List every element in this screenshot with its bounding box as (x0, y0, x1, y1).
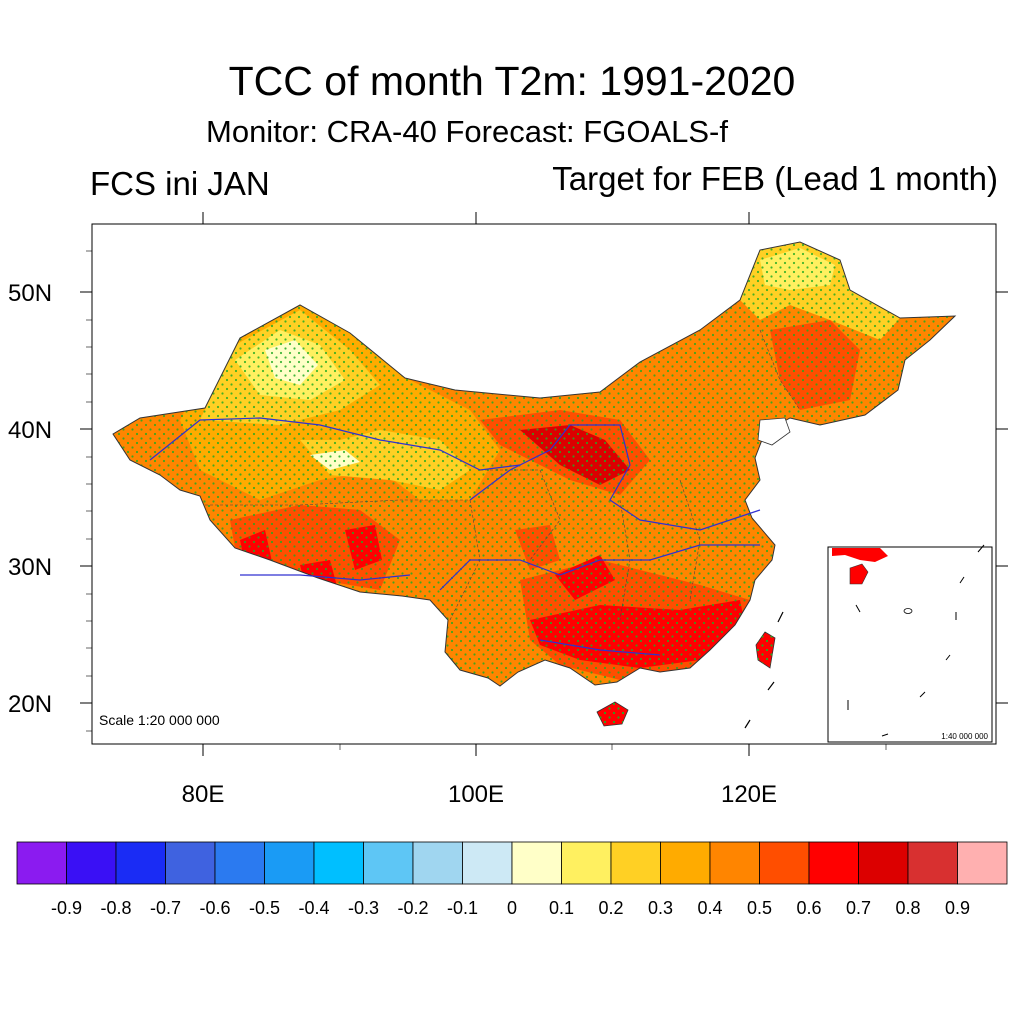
china-outline (112, 241, 957, 687)
colorbar-swatch (462, 841, 513, 885)
river-yangtze (439, 544, 760, 591)
colorbar-tick-label: 0.8 (895, 898, 920, 918)
target-label: Target for FEB (Lead 1 month) (552, 160, 998, 197)
colorbar-swatch (16, 841, 67, 885)
axis-ticks (80, 212, 1008, 756)
colorbar-swatch (660, 841, 711, 885)
colorbar-tick-label: 0.4 (697, 898, 722, 918)
inset-dash-2 (959, 576, 965, 584)
colorbar-swatch (858, 841, 909, 885)
colorbar-swatch (511, 841, 562, 885)
colorbar-swatch (363, 841, 414, 885)
colorbar-swatch (907, 841, 958, 885)
river-yellow (469, 424, 761, 531)
rivers (149, 417, 761, 656)
scale-inset-text: 1:40 000 000 (941, 732, 988, 741)
colorbar-swatch (561, 841, 612, 885)
colorbar-tick-label: -0.2 (397, 898, 428, 918)
colorbar-tick-label: -0.3 (348, 898, 379, 918)
inset-dash-4 (945, 654, 951, 661)
colorbar-swatch (610, 841, 661, 885)
colorbar-tick-label: 0.5 (747, 898, 772, 918)
river-yarlung (240, 574, 411, 581)
inset-hainan (849, 563, 869, 585)
chart-subtitle: Monitor: CRA-40 Forecast: FGOALS-f (206, 114, 728, 149)
lat-label-50n: 50N (8, 280, 52, 307)
sea-mark-2 (767, 681, 775, 691)
border-tibet-qinghai (449, 499, 481, 621)
border-xinjiang-tibet (205, 499, 470, 506)
colorbar-tick-label: 0.3 (648, 898, 673, 918)
colorbar: -0.9 -0.8 -0.7 -0.6 -0.5 -0.4 -0.3 -0.2 -0.1 0 0.1… (16, 841, 1008, 918)
init-label: FCS ini JAN (90, 165, 270, 202)
inset-dash-8 (855, 604, 861, 613)
south-china-sea-inset: 1:40 000 000 (827, 544, 993, 743)
colorbar-swatch (412, 841, 463, 885)
colorbar-swatch (66, 841, 117, 885)
colorbar-tick-label: 0.2 (598, 898, 623, 918)
river-tarim (149, 417, 521, 471)
lon-label-100e: 100E (448, 781, 504, 808)
colorbar-swatch (115, 841, 166, 885)
colorbar-tick-label: -0.9 (51, 898, 82, 918)
colorbar-swatch (264, 841, 315, 885)
colorbar-tick-label: -0.4 (298, 898, 329, 918)
border-qinghai-gansu (480, 469, 561, 561)
lat-label-40n: 40N (8, 417, 52, 444)
taiwan-stipple (756, 632, 775, 668)
hainan-stipple (597, 702, 628, 726)
colorbar-tick-label: 0.6 (796, 898, 821, 918)
colorbar-swatch (709, 841, 760, 885)
colorbar-tick-label: -0.8 (100, 898, 131, 918)
border-east (679, 479, 701, 601)
colorbar-swatch (165, 841, 216, 885)
colorbar-tick-label: -0.7 (150, 898, 181, 918)
colorbar-swatch (808, 841, 859, 885)
inset-mainland-coast (832, 548, 888, 562)
scale-main-text: Scale 1:20 000 000 (99, 712, 220, 728)
sea-mark-1 (777, 611, 784, 623)
lat-label-20n: 20N (8, 691, 52, 718)
bohai-sea (757, 417, 791, 446)
province-borders (205, 329, 801, 621)
chart-title: TCC of month T2m: 1991-2020 (228, 58, 796, 104)
inset-dash-6 (881, 733, 889, 737)
border-northeast (759, 329, 801, 411)
colorbar-tick-label: 0.1 (549, 898, 574, 918)
colorbar-tick-label: 0.9 (945, 898, 970, 918)
sea-boundary-marks (744, 611, 784, 729)
colorbar-swatch (759, 841, 810, 885)
axis-labels: 50N 40N 30N 20N 80E 100E 120E (8, 280, 777, 808)
colorbar-swatch (214, 841, 265, 885)
colorbar-tick-label: -0.1 (447, 898, 478, 918)
inset-dash-5 (919, 691, 926, 698)
border-central (619, 499, 631, 621)
sea-mark-3 (744, 719, 751, 729)
inset-dash-1 (977, 544, 985, 553)
lat-label-30n: 30N (8, 554, 52, 581)
lon-label-80e: 80E (182, 781, 225, 808)
lon-label-120e: 120E (721, 781, 777, 808)
colorbar-tick-label: 0 (507, 898, 517, 918)
minor-ticks (86, 250, 887, 750)
colorbar-tick-label: -0.5 (249, 898, 280, 918)
inset-islands (903, 608, 913, 614)
colorbar-swatch (313, 841, 364, 885)
colorbar-swatch (957, 841, 1008, 885)
inset-nine-dash-line (847, 544, 985, 737)
river-pearl (539, 639, 661, 656)
colorbar-tick-label: 0.7 (846, 898, 871, 918)
colorbar-tick-label: -0.6 (199, 898, 230, 918)
